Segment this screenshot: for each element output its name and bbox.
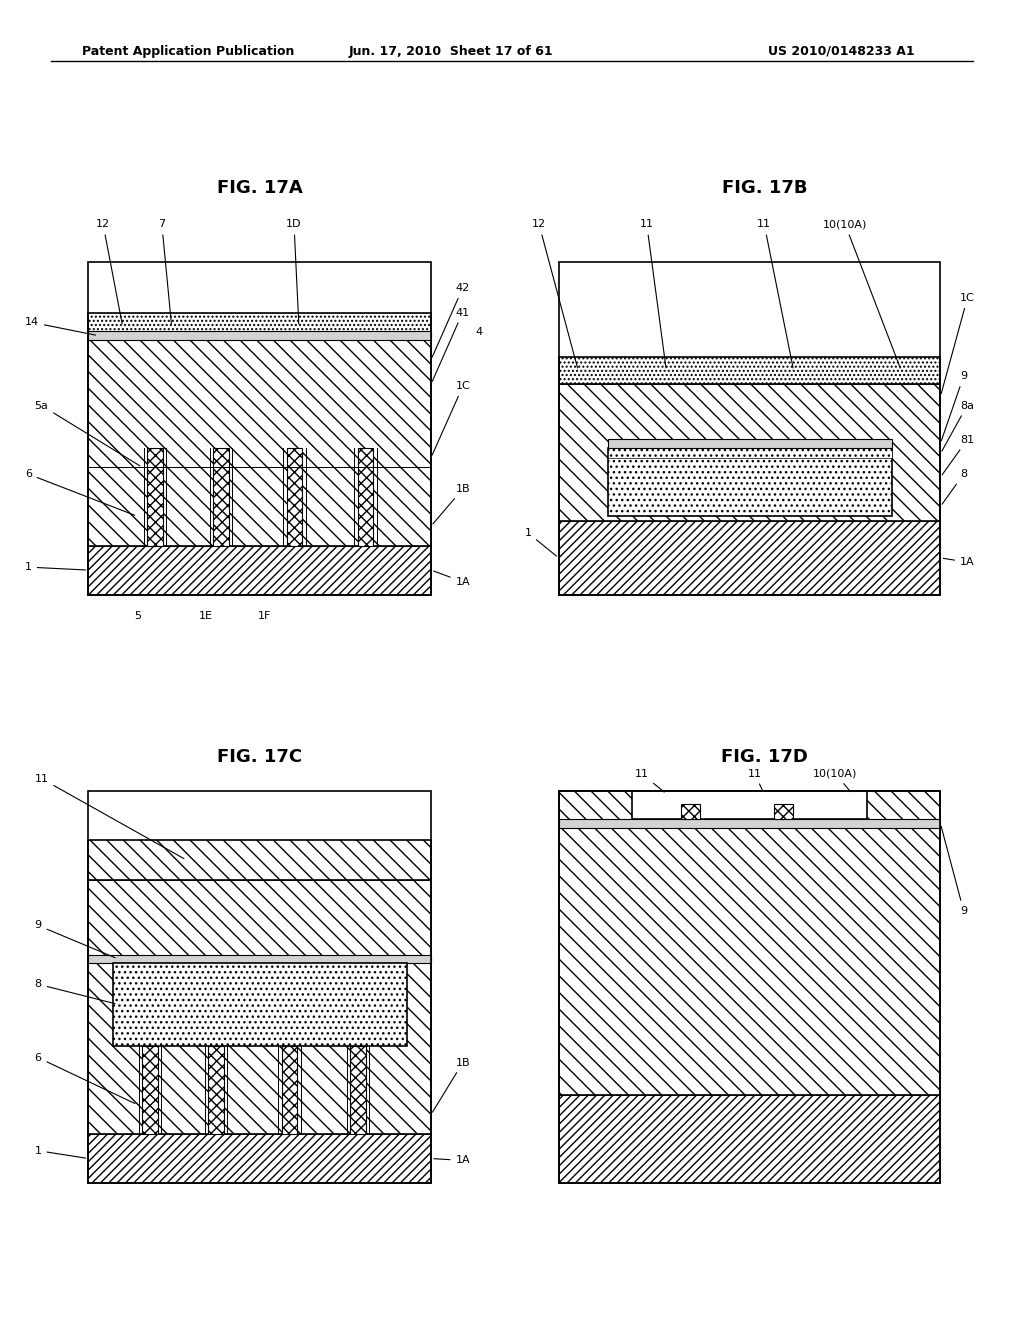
Bar [88,261,431,594]
Bar [774,804,793,820]
Bar [113,962,407,1045]
Bar [559,820,940,828]
Text: 9: 9 [941,826,968,916]
Bar [559,792,940,1183]
Bar [357,447,374,545]
Text: 11: 11 [748,768,763,792]
Bar [559,792,940,1094]
Text: 11: 11 [35,774,184,858]
Bar [559,358,940,384]
Bar [350,1045,366,1134]
Text: Patent Application Publication: Patent Application Publication [82,45,294,58]
Text: 9: 9 [941,371,968,441]
Text: 41: 41 [432,308,470,381]
Text: 8: 8 [35,979,115,1003]
Text: FIG. 17B: FIG. 17B [722,180,807,197]
Text: 1: 1 [524,528,556,556]
Text: 1: 1 [35,1146,86,1158]
Text: 1A: 1A [434,1155,470,1166]
Text: 81: 81 [942,434,974,475]
Bar [287,447,302,545]
Bar [559,1094,940,1183]
Text: 11: 11 [635,768,665,792]
Bar [88,841,431,879]
Bar [559,521,940,594]
Bar [213,447,229,545]
Text: 1C: 1C [941,293,975,393]
Text: 1B: 1B [433,484,470,524]
Text: 12: 12 [532,219,578,368]
Text: 8: 8 [942,469,968,504]
Bar [88,545,431,594]
Text: US 2010/0148233 A1: US 2010/0148233 A1 [768,45,914,58]
Bar [88,879,431,1134]
Bar [607,440,892,447]
Text: 1D: 1D [287,219,302,323]
Text: FIG. 17A: FIG. 17A [217,180,303,197]
Text: 11: 11 [758,219,793,368]
Text: FIG. 17D: FIG. 17D [721,748,808,766]
Bar [147,447,163,545]
Bar [681,804,699,820]
Text: 7: 7 [159,219,171,323]
Bar [88,956,431,962]
Text: 11: 11 [640,219,666,368]
Text: 42: 42 [432,282,470,358]
Text: 8a: 8a [942,400,974,451]
Bar [632,792,867,820]
Text: 9: 9 [35,920,116,958]
Text: 4: 4 [475,327,482,337]
Text: 1A: 1A [434,572,470,587]
Bar [559,384,940,521]
Text: 1E: 1E [199,611,213,620]
Bar [282,1045,297,1134]
Text: Jun. 17, 2010  Sheet 17 of 61: Jun. 17, 2010 Sheet 17 of 61 [348,45,553,58]
Text: 10(10A): 10(10A) [813,768,857,792]
Bar [88,341,431,545]
Bar [88,1134,431,1183]
Text: 6: 6 [35,1052,135,1104]
Bar [607,447,892,458]
Bar [88,792,431,1183]
Bar [607,447,892,516]
Text: 5: 5 [134,611,141,620]
Bar [208,1045,224,1134]
Bar [142,1045,158,1134]
Bar [559,261,940,594]
Text: 5a: 5a [35,400,140,466]
Text: 12: 12 [96,219,122,323]
Text: 1F: 1F [258,611,271,620]
Text: FIG. 17C: FIG. 17C [217,748,302,766]
Bar [88,313,431,341]
Text: 1A: 1A [943,557,975,568]
Text: 1: 1 [25,562,86,572]
Text: 14: 14 [25,317,95,335]
Text: 1B: 1B [432,1057,470,1113]
Text: 10(10A): 10(10A) [823,219,900,368]
Bar [88,331,431,341]
Text: 1C: 1C [432,381,470,455]
Text: 6: 6 [25,469,135,515]
